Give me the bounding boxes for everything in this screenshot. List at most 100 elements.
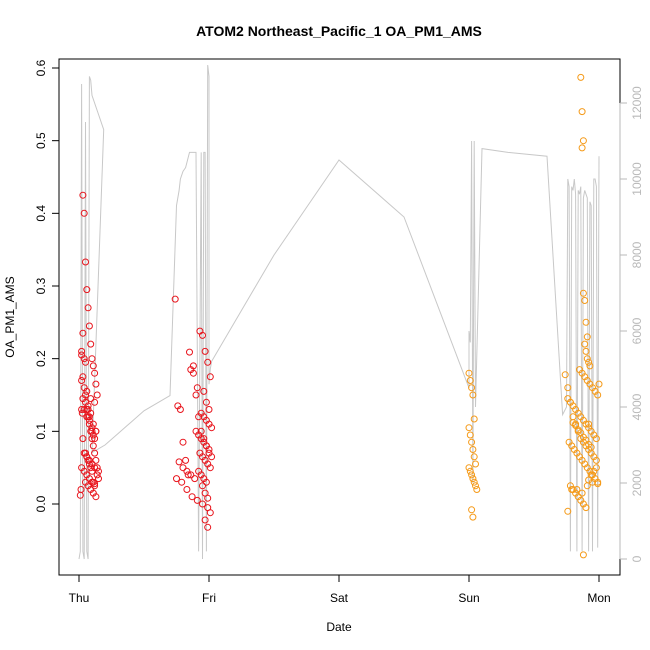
data-point: [79, 373, 87, 381]
data-point: [586, 362, 594, 370]
data-point: [186, 348, 193, 356]
data-point: [83, 406, 91, 413]
data-point: [189, 362, 197, 370]
data-point: [79, 435, 87, 443]
data-point: [465, 464, 473, 472]
data-point: [85, 420, 93, 428]
data-point: [179, 438, 187, 446]
data-point: [594, 480, 602, 488]
data-point: [184, 471, 192, 479]
data-point: [78, 377, 86, 384]
data-point: [564, 507, 572, 515]
data-point: [581, 297, 589, 304]
data-point: [84, 402, 92, 410]
x-tick-label: Sat: [330, 591, 349, 605]
data-point: [80, 209, 88, 217]
data-point: [87, 409, 95, 417]
data-point: [176, 406, 184, 413]
data-point: [82, 391, 89, 399]
x-axis: Thu Fri Sat Sun Mon: [69, 574, 611, 605]
data-point: [470, 415, 478, 423]
data-point: [89, 362, 97, 370]
data-point: [171, 295, 179, 303]
y-tick-label: 0.4: [34, 205, 48, 222]
right-y-tick-label: 2000: [630, 469, 644, 496]
data-point: [92, 493, 100, 501]
data-point: [473, 486, 481, 493]
data-point: [91, 449, 99, 457]
data-point: [80, 384, 88, 392]
data-point: [579, 137, 587, 145]
data-point: [82, 258, 89, 266]
data-point: [468, 384, 476, 392]
data-point: [583, 355, 591, 363]
data-point: [91, 369, 99, 377]
x-tick-label: Fri: [202, 591, 216, 605]
data-point: [583, 482, 591, 490]
data-point: [188, 493, 196, 501]
data-point: [193, 496, 201, 504]
data-point: [583, 333, 591, 341]
data-point: [173, 475, 180, 483]
y-axis-label: OA_PM1_AMS: [3, 276, 17, 357]
data-point: [199, 331, 206, 339]
x-tick-label: Sun: [458, 591, 479, 605]
data-point: [585, 420, 593, 428]
x-tick-label: Thu: [69, 591, 90, 605]
data-point: [465, 424, 473, 432]
data-point: [582, 504, 590, 512]
data-point: [470, 478, 478, 486]
data-point: [466, 431, 474, 439]
right-y-tick-label: 4000: [630, 393, 644, 420]
y-tick-label: 0.3: [34, 277, 48, 294]
data-point: [95, 475, 102, 483]
data-point: [91, 398, 99, 406]
data-point: [78, 347, 86, 355]
data-point: [472, 460, 479, 468]
data-point: [85, 322, 93, 330]
data-point: [578, 108, 586, 116]
data-point: [183, 467, 191, 475]
data-point: [79, 191, 87, 199]
data-point: [470, 453, 478, 461]
data-point: [87, 340, 95, 348]
scatter-points-layer: [76, 73, 603, 559]
data-point: [93, 471, 101, 479]
data-point: [80, 406, 88, 413]
y-tick-label: 0.6: [34, 59, 48, 76]
plot-frame: [58, 58, 621, 576]
data-point: [594, 391, 602, 399]
data-point: [208, 453, 216, 461]
data-point: [208, 424, 216, 432]
data-point: [88, 427, 96, 435]
data-point: [183, 486, 191, 493]
right-y-tick-label: 6000: [630, 317, 644, 344]
data-point: [579, 551, 587, 559]
data-point: [582, 318, 590, 326]
data-point: [189, 369, 197, 377]
right-y-tick-label: 10000: [630, 162, 644, 196]
data-point: [88, 435, 96, 443]
data-point: [469, 475, 477, 483]
data-point: [568, 486, 576, 493]
right-y-axis: 0 2000 4000 6000 8000 10000 12000: [619, 86, 644, 562]
data-point: [200, 387, 208, 395]
data-point: [205, 446, 213, 453]
data-point: [573, 486, 581, 493]
data-point: [92, 427, 100, 435]
data-point: [592, 435, 600, 443]
data-point: [581, 340, 589, 348]
altitude-line-layer: [78, 64, 600, 560]
data-point: [561, 371, 569, 379]
data-point: [187, 471, 195, 479]
y-axis: 0.0 0.1 0.2 0.3 0.4 0.5 0.6: [34, 59, 60, 512]
data-point: [466, 467, 474, 475]
data-point: [587, 443, 595, 451]
x-tick-label: Mon: [587, 591, 610, 605]
data-point: [79, 329, 87, 337]
data-point: [204, 494, 212, 502]
data-point: [88, 355, 96, 363]
data-point: [77, 486, 85, 493]
data-point: [204, 358, 212, 366]
